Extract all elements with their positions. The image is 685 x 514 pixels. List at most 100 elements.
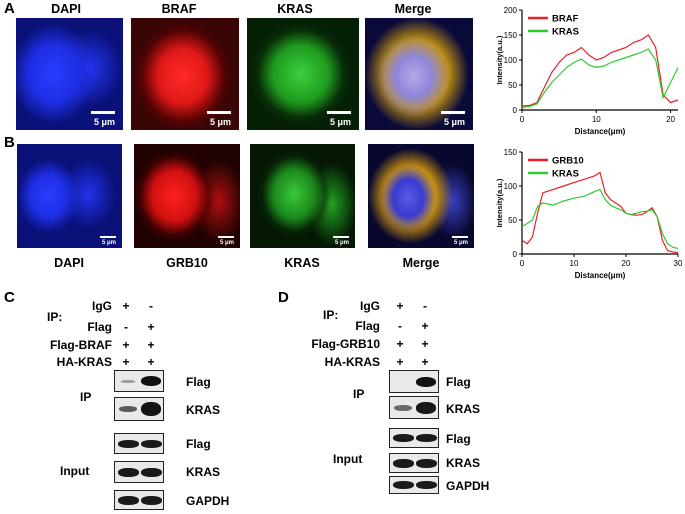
micrograph-b-dapi: 5 μm bbox=[17, 144, 122, 248]
legend-label: KRAS bbox=[552, 169, 579, 180]
line-chart-b: 0 50 100 150 0 10 20 30 Distance(μm) Intensity(a.… bbox=[495, 148, 683, 280]
panel-d-ip-label: IP: bbox=[323, 308, 339, 322]
panel-d-group-input: Input bbox=[333, 452, 363, 466]
scale-bar bbox=[441, 111, 465, 114]
legend-label: KRAS bbox=[552, 27, 579, 38]
panel-d-sign: + bbox=[421, 319, 429, 333]
x-axis-label: Distance(μm) bbox=[575, 127, 626, 136]
row-b-title-merge: Merge bbox=[402, 256, 440, 270]
panel-d-row-label-flag: Flag bbox=[355, 319, 380, 333]
panel-d-sign: - bbox=[423, 299, 427, 313]
x-axis-label: Distance(μm) bbox=[575, 271, 626, 280]
y-tick-label: 200 bbox=[504, 6, 518, 15]
scale-bar-label: 5 μm bbox=[209, 117, 231, 127]
scale-bar-label: 5 μm bbox=[219, 240, 234, 246]
panel-letter-a: A bbox=[4, 0, 15, 17]
y-tick-label: 50 bbox=[508, 81, 517, 90]
micrograph-a-merge: 5 μm bbox=[365, 18, 473, 130]
panel-c-group-ip: IP bbox=[80, 390, 92, 404]
y-tick-label: 150 bbox=[504, 148, 518, 157]
micrograph-a-dapi: 5 μm bbox=[16, 18, 123, 130]
band bbox=[416, 434, 437, 442]
scale-bar bbox=[218, 236, 234, 238]
panel-d-sign: + bbox=[421, 337, 429, 351]
micrograph-b-kras: 5 μm bbox=[250, 144, 355, 248]
y-tick-label: 0 bbox=[513, 250, 518, 259]
y-tick-label: 100 bbox=[504, 56, 518, 65]
panel-c-sign: + bbox=[122, 338, 130, 352]
panel-d-sign: + bbox=[396, 337, 404, 351]
row-a-title-merge: Merge bbox=[394, 2, 432, 16]
panel-c-blot-input-flag bbox=[114, 433, 164, 454]
panel-d-sign: + bbox=[396, 355, 404, 369]
panel-d-blot-input-kras bbox=[389, 453, 439, 473]
panel-c-ip-label: IP: bbox=[47, 310, 63, 324]
panel-c-sign: + bbox=[147, 355, 155, 369]
panel-c-sign: + bbox=[147, 320, 155, 334]
x-tick-label: 10 bbox=[592, 115, 601, 124]
scale-bar bbox=[452, 236, 468, 238]
x-tick-label: 30 bbox=[674, 259, 683, 268]
micrograph-a-braf: 5 μm bbox=[131, 18, 239, 130]
legend-label: BRAF bbox=[552, 14, 579, 25]
scale-bar-label: 5 μm bbox=[453, 240, 468, 246]
panel-c-blot-label-flag: Flag bbox=[186, 375, 211, 389]
scale-bar-label: 5 μm bbox=[101, 240, 116, 246]
x-tick-label: 0 bbox=[520, 115, 525, 124]
band bbox=[393, 481, 414, 489]
row-a-title-braf: BRAF bbox=[161, 2, 197, 16]
y-axis-label: Intensity(a.u.) bbox=[495, 35, 504, 84]
band bbox=[416, 481, 437, 489]
scale-bar-label: 5 μm bbox=[334, 240, 349, 246]
micrograph-a-kras: 5 μm bbox=[247, 18, 359, 130]
band bbox=[121, 380, 135, 383]
panel-c-sign: - bbox=[124, 320, 128, 334]
panel-d-sign: - bbox=[398, 319, 402, 333]
panel-c-blot-ip-kras bbox=[114, 397, 164, 421]
y-tick-label: 50 bbox=[508, 216, 517, 225]
panel-c-sign: + bbox=[122, 355, 130, 369]
panel-c-sign: + bbox=[147, 338, 155, 352]
x-tick-label: 20 bbox=[666, 115, 675, 124]
scale-bar bbox=[207, 111, 231, 114]
x-tick-label: 0 bbox=[520, 259, 525, 268]
panel-c-blot-ip-flag bbox=[114, 370, 164, 392]
panel-d-blot-label-gapdh: GAPDH bbox=[446, 479, 490, 493]
panel-c-blot-label-kras: KRAS bbox=[186, 403, 221, 417]
series-line-braf bbox=[521, 34, 679, 107]
panel-d-row-label-ha-kras: HA-KRAS bbox=[324, 355, 380, 369]
band bbox=[118, 496, 139, 505]
band bbox=[416, 459, 437, 468]
panel-letter-d: D bbox=[278, 289, 289, 306]
x-tick-label: 10 bbox=[570, 259, 579, 268]
y-tick-label: 150 bbox=[504, 31, 518, 40]
scale-bar bbox=[91, 111, 115, 114]
band bbox=[141, 440, 162, 448]
panel-c-row-label-ha-kras: HA-KRAS bbox=[56, 355, 112, 369]
panel-d-blot-input-gapdh bbox=[389, 476, 439, 494]
panel-c-row-label-flag: Flag bbox=[87, 320, 112, 334]
series-line-kras bbox=[521, 48, 679, 109]
band bbox=[141, 376, 161, 386]
panel-d-sign: + bbox=[421, 355, 429, 369]
band bbox=[119, 406, 137, 412]
scale-bar-label: 5 μm bbox=[443, 117, 465, 127]
panel-c-blot-label-flag-input: Flag bbox=[186, 437, 211, 451]
panel-d-blot-label-kras: KRAS bbox=[446, 402, 481, 416]
panel-c-blot-label-gapdh: GAPDH bbox=[186, 494, 230, 508]
panel-c-group-input: Input bbox=[60, 464, 90, 478]
band bbox=[118, 468, 139, 477]
panel-d-row-label-flag-grb10: Flag-GRB10 bbox=[311, 337, 380, 351]
panel-c-row-label-flag-braf: Flag-BRAF bbox=[50, 338, 112, 352]
scale-bar bbox=[100, 236, 116, 238]
scale-bar bbox=[327, 111, 351, 114]
scale-bar-label: 5 μm bbox=[329, 117, 351, 127]
legend-label: GRB10 bbox=[552, 156, 584, 167]
y-axis-label: Intensity(a.u.) bbox=[495, 178, 504, 227]
row-a-title-kras: KRAS bbox=[277, 2, 313, 16]
series-line-kras bbox=[521, 188, 679, 250]
panel-d-sign: + bbox=[396, 299, 404, 313]
panel-d-blot-input-flag bbox=[389, 428, 439, 448]
panel-d-blot-label-kras-input: KRAS bbox=[446, 456, 481, 470]
panel-d-group-ip: IP bbox=[353, 387, 365, 401]
